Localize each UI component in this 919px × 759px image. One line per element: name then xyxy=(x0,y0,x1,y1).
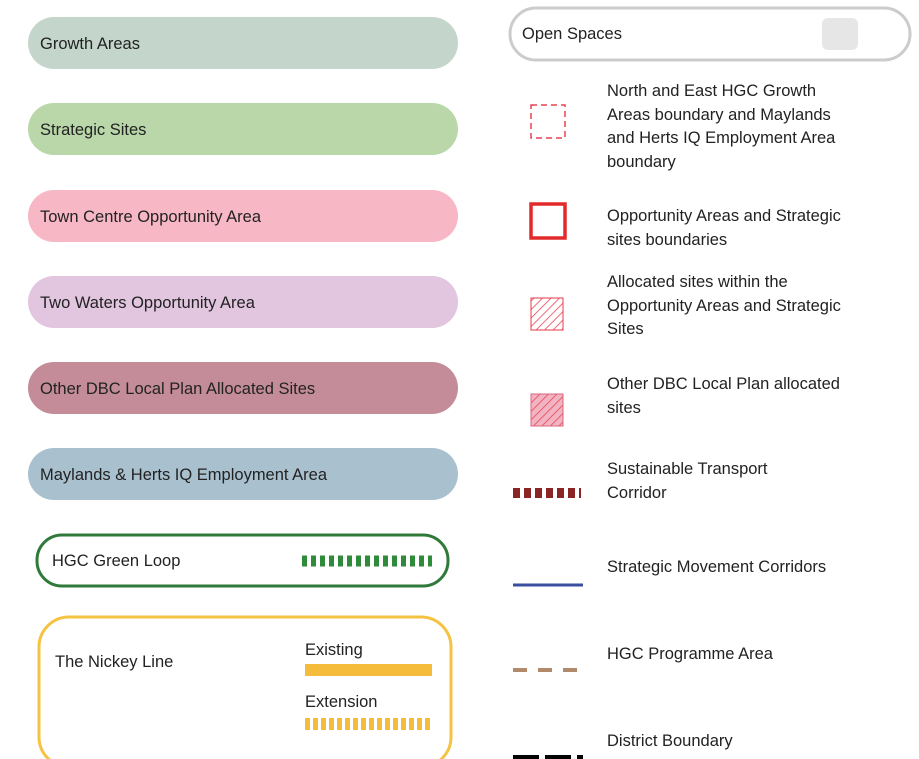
text-line: HGC Programme Area xyxy=(607,643,773,667)
solid-boundary-symbol xyxy=(531,204,565,238)
text-line: Areas boundary and Maylands xyxy=(607,104,835,128)
nickey-outline xyxy=(39,617,451,759)
label: Town Centre Opportunity Area xyxy=(40,207,261,227)
label: HGC Green Loop xyxy=(52,551,180,571)
text-line: sites xyxy=(607,397,840,421)
item-text: Strategic Movement Corridors xyxy=(607,556,826,580)
label: Existing xyxy=(305,640,363,660)
legend: Growth Areas Strategic Sites Town Centre… xyxy=(0,0,919,759)
item-text: HGC Programme Area xyxy=(607,643,773,667)
open-spaces-symbol xyxy=(822,18,858,50)
hatch-symbol xyxy=(531,298,563,330)
item-text: District Boundary xyxy=(607,730,733,754)
text-line: sites boundaries xyxy=(607,229,841,253)
label: Other DBC Local Plan Allocated Sites xyxy=(40,379,315,399)
label: Open Spaces xyxy=(522,24,622,44)
label: The Nickey Line xyxy=(55,652,173,672)
hatch-fill-symbol xyxy=(531,394,563,426)
text-line: Allocated sites within the xyxy=(607,271,841,295)
existing-symbol xyxy=(305,664,432,676)
label: Strategic Sites xyxy=(40,120,146,140)
text-line: Sustainable Transport xyxy=(607,458,768,482)
text-line: North and East HGC Growth xyxy=(607,80,835,104)
dashed-boundary-symbol xyxy=(531,105,565,138)
text-line: Sites xyxy=(607,318,841,342)
label: Two Waters Opportunity Area xyxy=(40,293,255,313)
label: Maylands & Herts IQ Employment Area xyxy=(40,465,327,485)
text-line: District Boundary xyxy=(607,730,733,754)
text-line: and Herts IQ Employment Area xyxy=(607,127,835,151)
text-line: Strategic Movement Corridors xyxy=(607,556,826,580)
label: Growth Areas xyxy=(40,34,140,54)
text-line: boundary xyxy=(607,151,835,175)
text-line: Corridor xyxy=(607,482,768,506)
label: Extension xyxy=(305,692,377,712)
text-line: Opportunity Areas and Strategic xyxy=(607,295,841,319)
text-line: Opportunity Areas and Strategic xyxy=(607,205,841,229)
text-line: Other DBC Local Plan allocated xyxy=(607,373,840,397)
